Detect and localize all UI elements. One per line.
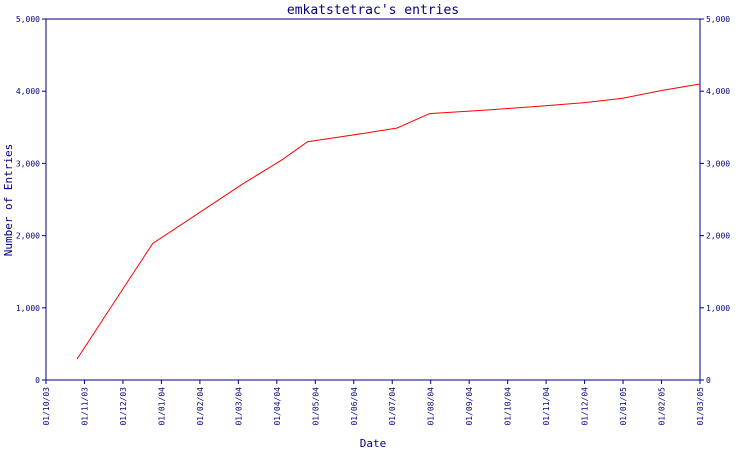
x-tick-label: 01/05/04	[311, 387, 320, 426]
y-tick-label-right: 1,000	[706, 304, 730, 313]
y-tick-label-left: 5,000	[16, 15, 40, 24]
y-ticks-left: 0 1,000 2,000 3,000 4,000 5,000	[16, 15, 46, 385]
x-tick-label: 01/03/04	[234, 387, 243, 426]
x-tick-label: 01/02/04	[196, 387, 205, 426]
y-tick-label-left: 0	[35, 376, 40, 385]
x-tick-label: 01/04/04	[273, 387, 282, 426]
x-tick-label: 01/02/05	[658, 387, 667, 426]
x-tick-label: 01/01/05	[619, 387, 628, 426]
x-ticks: 01/10/03 01/11/03 01/12/03 01/01/04 01/02/04…	[42, 380, 705, 426]
y-tick-label-right: 4,000	[706, 87, 730, 96]
y-tick-label-right: 0	[706, 376, 711, 385]
x-tick-label: 01/12/03	[119, 387, 128, 426]
x-tick-label: 01/06/04	[350, 387, 359, 426]
x-tick-label: 01/07/04	[388, 387, 397, 426]
x-tick-label: 01/09/04	[465, 387, 474, 426]
axes	[45, 18, 701, 381]
y-axis-label: Number of Entries	[2, 144, 15, 257]
y-tick-label-left: 3,000	[16, 159, 40, 168]
y-tick-label-left: 1,000	[16, 304, 40, 313]
y-tick-label-right: 2,000	[706, 232, 730, 241]
y-tick-label-left: 2,000	[16, 232, 40, 241]
y-tick-label-left: 4,000	[16, 87, 40, 96]
series-points	[76, 82, 702, 360]
x-tick-label: 01/08/04	[427, 387, 436, 426]
x-axis-label: Date	[360, 437, 387, 450]
series-line	[76, 83, 701, 360]
x-tick-label: 01/01/04	[157, 387, 166, 426]
x-tick-label: 01/10/03	[42, 387, 51, 426]
x-tick-label: 01/10/04	[504, 387, 513, 426]
chart-title: emkatstetrac's entries	[287, 3, 459, 18]
x-tick-label: 01/11/03	[80, 387, 89, 426]
y-tick-label-right: 3,000	[706, 159, 730, 168]
y-ticks-right: 0 1,000 2,000 3,000 4,000 5,000	[700, 15, 730, 385]
x-tick-label: 01/03/05	[696, 387, 705, 426]
x-tick-label: 01/11/04	[542, 387, 551, 426]
x-tick-label: 01/12/04	[581, 387, 590, 426]
y-tick-label-right: 5,000	[706, 15, 730, 24]
